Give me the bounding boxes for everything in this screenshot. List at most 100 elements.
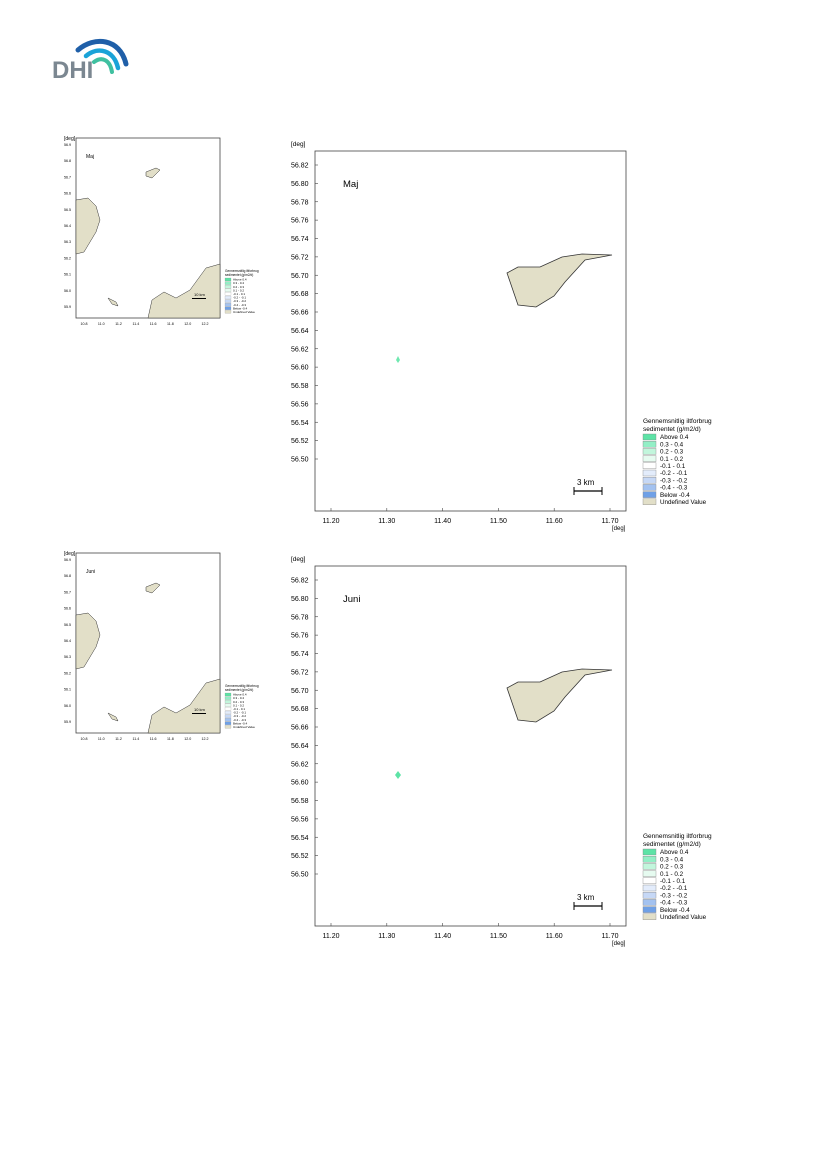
overview-x-tick: 11.0	[98, 737, 105, 741]
y-axis-unit: [deg]	[291, 556, 306, 563]
y-tick-label: 56.80	[291, 181, 309, 188]
overview-islet	[107, 297, 119, 307]
legend-item-label: -0.2 - -0.1	[660, 470, 688, 477]
overview-legend-swatch	[224, 703, 232, 707]
svg-text:[deg]: [deg]	[64, 136, 76, 142]
map-panel-juni: [deg] Juni 10 km 56.9 56.8 56.7 56.6 56.5 56.…	[0, 535, 827, 955]
overview-y-tick: 56.8	[64, 574, 71, 578]
legend-title: Gennemsnitlig iltforbrug	[643, 418, 712, 425]
overview-legend-label: 0.2 - 0.3	[233, 285, 244, 289]
y-tick-label: 56.58	[291, 798, 309, 805]
overview-island	[145, 582, 161, 594]
scale-bar-label: 3 km	[577, 478, 595, 487]
overview-y-tick: 56.7	[64, 590, 71, 594]
overview-legend-label: 0.3 - 0.4	[233, 696, 244, 700]
overview-legend-subtitle: sedimentet (g/m2/d)	[225, 273, 253, 277]
overview-legend-label: -0.1 - 0.1	[233, 707, 245, 711]
overview-x-tick: 12.0	[184, 322, 191, 326]
y-tick-label: 56.82	[291, 163, 309, 170]
overview-x-tick: 12.2	[202, 737, 209, 741]
overview-legend-label: -0.3 - -0.2	[233, 299, 246, 303]
overview-legend-label: Above 0.4	[233, 278, 247, 282]
oxygen-spot	[396, 356, 400, 363]
overview-legend-label: Below -0.4	[233, 721, 248, 725]
y-tick-label: 56.78	[291, 614, 309, 621]
overview-x-ticks: 10.8 11.0 11.2 11.4 11.6 11.8 12.0 12.2	[81, 322, 209, 326]
overview-y-tick: 56.1	[64, 688, 71, 692]
x-tick-label: 11.40	[434, 518, 451, 525]
overview-y-tick: 56.2	[64, 256, 71, 260]
y-tick-label: 56.72	[291, 254, 309, 261]
overview-legend-label: 0.1 - 0.2	[233, 288, 244, 292]
x-tick-labels: 11.20 11.30 11.40 11.50 11.60 11.70	[323, 923, 619, 940]
month-label: Juni	[343, 594, 360, 605]
legend-swatch	[642, 491, 657, 498]
overview-legend-label: -0.1 - 0.1	[233, 292, 245, 296]
x-axis-unit: [deg]	[612, 526, 626, 532]
y-tick-label: 56.54	[291, 835, 309, 842]
overview-legend-swatch	[224, 692, 232, 697]
legend-item-label: 0.3 - 0.4	[660, 856, 684, 863]
legend-swatch	[642, 469, 657, 477]
legend-item-label: -0.1 - 0.1	[660, 463, 686, 470]
y-tick-label: 56.78	[291, 199, 309, 206]
oxygen-spot	[395, 771, 401, 779]
x-tick-label: 11.50	[490, 518, 507, 525]
overview-y-ticks: 56.9 56.8 56.7 56.6 56.5 56.4 56.3 56.2 56.1 56.0…	[64, 558, 71, 724]
legend-swatch	[642, 848, 657, 856]
y-tick-label: 56.64	[291, 743, 309, 750]
overview-y-tick: 56.5	[64, 623, 71, 627]
overview-legend-swatch	[224, 306, 232, 310]
y-tick-label: 56.56	[291, 401, 309, 408]
overview-legend-swatch	[224, 292, 232, 296]
legend-item-label: -0.3 - -0.2	[660, 477, 688, 484]
overview-legend-swatch	[224, 281, 232, 285]
map-panel-maj: [deg] Maj 10 km 56.9 56.8 56.7 56.6 56.5 56.4…	[0, 120, 827, 540]
legend-title: Gennemsnitlig iltforbrug	[643, 833, 712, 840]
y-tick-label: 56.60	[291, 365, 309, 372]
overview-legend-label: Undefined Value	[233, 725, 255, 729]
main-map: [deg] Juni 56.82 56.80 56.78 56.76 56.74 56.7…	[291, 556, 627, 947]
legend-swatch	[642, 884, 657, 892]
overview-legend-swatch	[224, 696, 232, 700]
overview-legend-title: Gennemsnitlig iltforbrug	[225, 269, 259, 273]
overview-legend-label: -0.3 - -0.2	[233, 714, 246, 718]
overview-x-tick: 12.0	[184, 737, 191, 741]
overview-legend-swatch	[224, 725, 232, 729]
legend-item-label: 0.2 - 0.3	[660, 449, 684, 456]
overview-map: [deg] Juni 10 km 56.956.856.756.656.556.…	[64, 551, 259, 741]
y-tick-label: 56.82	[291, 578, 309, 585]
scale-bar-label: 3 km	[577, 893, 595, 902]
overview-islet	[107, 712, 119, 722]
y-tick-label: 56.76	[291, 218, 309, 225]
x-tick-label: 11.70	[602, 518, 619, 525]
y-tick-label: 56.54	[291, 420, 309, 427]
overview-y-tick: 56.6	[64, 192, 71, 196]
overview-month-label: Maj	[86, 154, 94, 160]
legend-swatch	[642, 877, 657, 884]
overview-legend-swatch	[224, 718, 232, 722]
y-tick-label: 56.56	[291, 816, 309, 823]
overview-y-tick: 56.9	[64, 143, 71, 147]
overview-legend-label: Below -0.4	[233, 306, 248, 310]
overview-legend-swatch	[224, 299, 232, 303]
y-tick-label: 56.74	[291, 651, 309, 658]
overview-legend-label: Above 0.4	[233, 693, 247, 697]
legend-item-label: 0.2 - 0.3	[660, 864, 684, 871]
y-tick-label: 56.52	[291, 853, 309, 860]
legend-item-label: -0.3 - -0.2	[660, 892, 688, 899]
y-tick-label: 56.50	[291, 457, 309, 464]
legend-swatch	[642, 441, 657, 448]
overview-x-tick: 11.4	[132, 322, 139, 326]
overview-month-label: Juni	[86, 569, 95, 575]
overview-y-tick: 56.4	[64, 639, 71, 643]
overview-legend-swatch	[224, 277, 232, 282]
overview-y-tick: 56.6	[64, 607, 71, 611]
legend-swatch	[642, 892, 657, 899]
overview-x-tick: 11.8	[167, 737, 174, 741]
x-tick-label: 11.30	[378, 518, 395, 525]
svg-text:10 km: 10 km	[194, 707, 206, 712]
x-tick-label: 11.20	[323, 933, 340, 940]
map-maj: [deg] Maj 10 km 56.9 56.8 56.7 56.6 56.5 56.4…	[64, 136, 712, 532]
